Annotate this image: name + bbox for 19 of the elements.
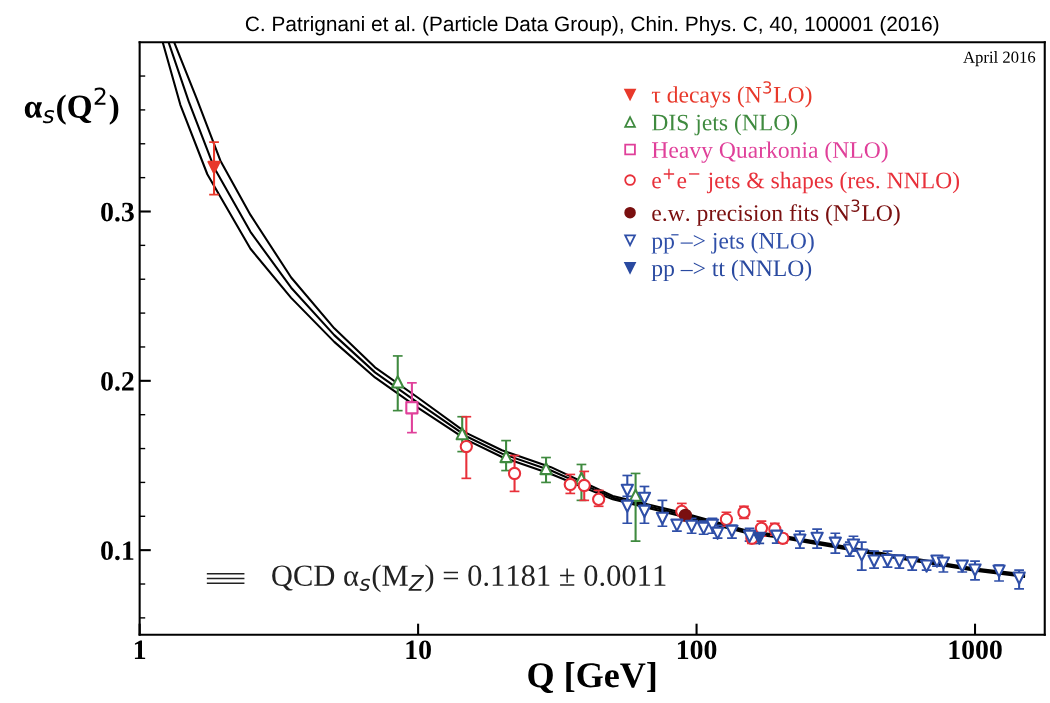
legend-label: e.w. precision fits (N$^{3}$LO) — [652, 199, 900, 226]
legend-label: pp̄ –> jets (NLO) — [651, 232, 814, 254]
legend-label: Heavy Quarkonia (NLO) — [651, 141, 888, 163]
y-tick-label: 0.2 — [101, 371, 134, 391]
y-tick-label: 0.1 — [101, 541, 134, 561]
y-tick-label: 0.3 — [101, 202, 134, 222]
chart-title: C. Patrignani et al. (Particle Data Group), Chin. Phys. C, 40, 100001 (2016) — [245, 15, 939, 36]
legend-label: τ decays (N$^{3}$LO) — [651, 81, 812, 108]
x-tick-label: 100 — [677, 640, 717, 660]
x-tick-label: 1 — [134, 640, 146, 659]
legend-label: e$^{+}$e$^{−}$ jets & shapes (res. NNLO) — [652, 168, 960, 194]
legend-label: DIS jets (NLO) — [651, 113, 798, 136]
legend-label: pp –> tt (NNLO) — [651, 259, 812, 282]
x-tick-label: 10 — [406, 640, 431, 660]
annotation: QCD α$_{s}$(M$_{Z}$) = 0.1181 ± 0.0011 — [272, 564, 666, 593]
annotation: April 2016 — [963, 51, 1036, 67]
x-tick-label: 1000 — [949, 640, 1002, 660]
y-axis-title: α$_{s}$(Q$^{2}$) — [24, 87, 119, 125]
x-axis-title: Q [GeV] — [528, 662, 656, 693]
